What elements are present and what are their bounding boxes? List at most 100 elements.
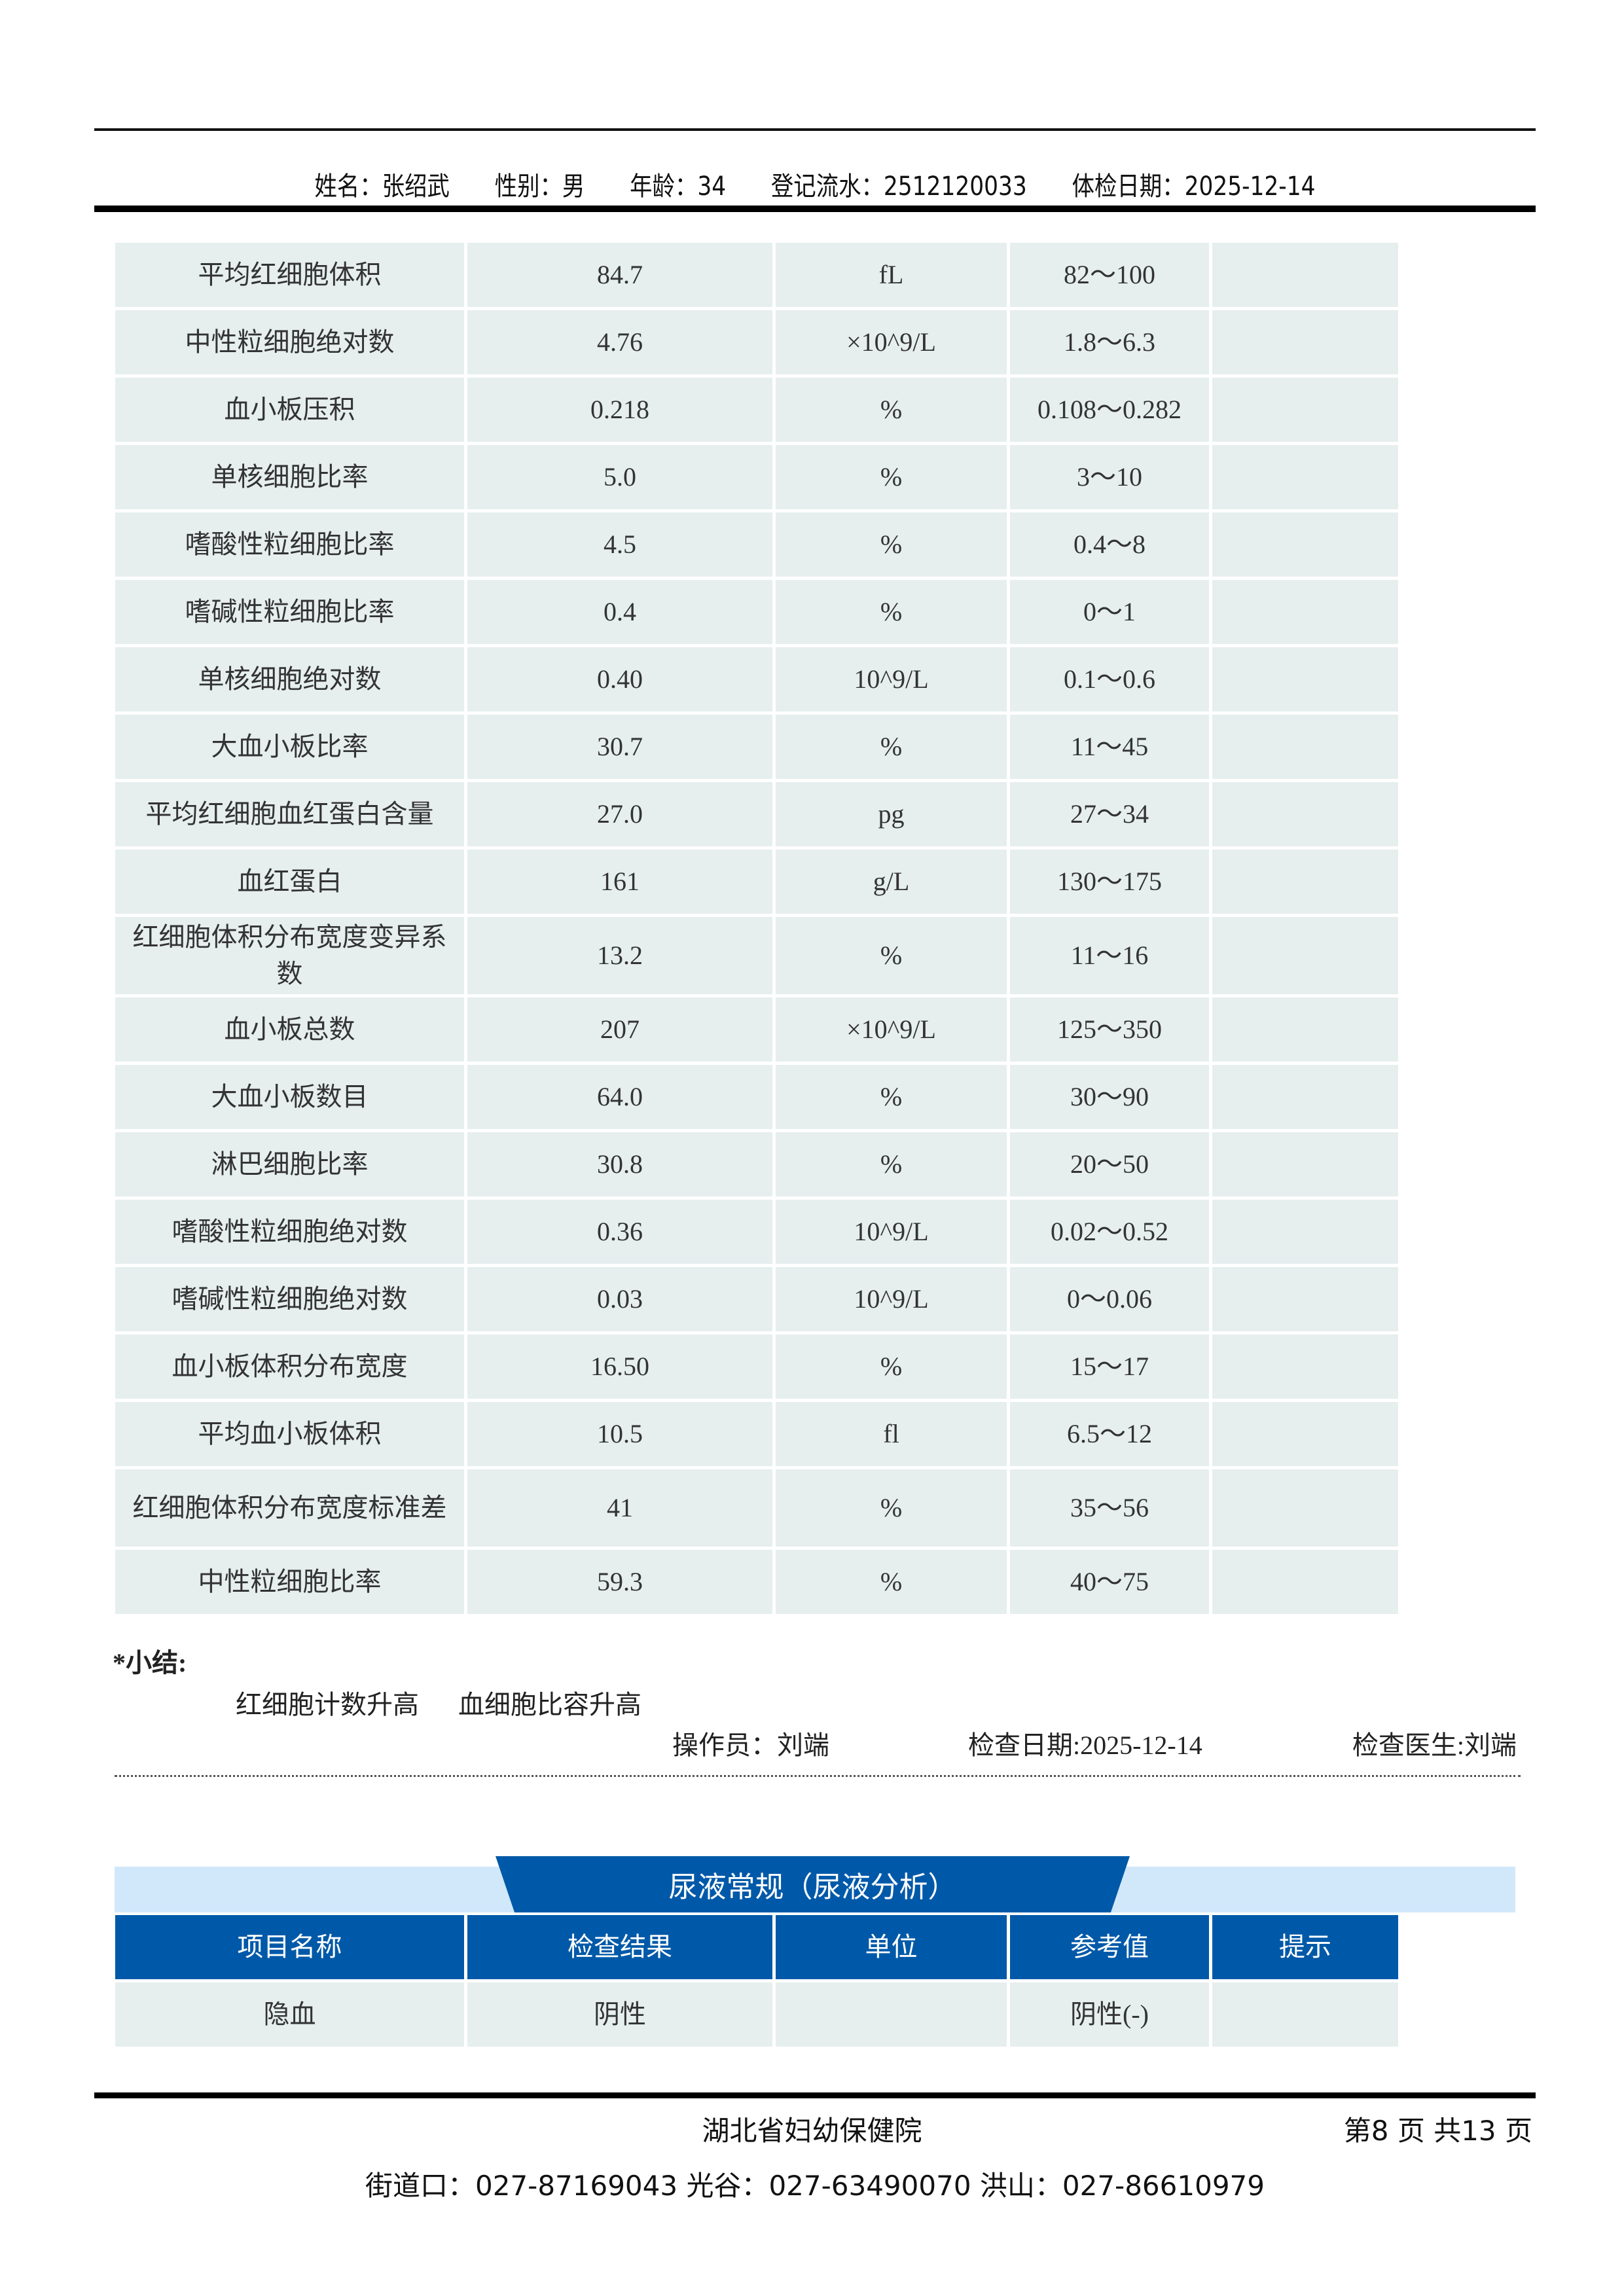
footer-rule [94,2092,1536,2098]
contact-phones: 街道口：027-87169043 光谷：027-63490070 洪山：027-… [365,2170,1265,2202]
patient-gender: 性别：男 [494,171,585,202]
column-header: 项目名称 [115,1915,464,1979]
item-reference: 130～175 [1010,850,1209,914]
item-result: 13.2 [467,917,772,994]
table-row: 大血小板比率 30.7% 11～45 [115,715,1398,779]
table-row: 嗜酸性粒细胞绝对数 0.36 10^9/L 0.02～0.52 [115,1200,1398,1264]
item-name: 血小板体积分布宽度 [115,1335,464,1399]
item-reference: 11～45 [1010,715,1209,779]
item-hint [1212,580,1398,644]
item-unit: 10^9/L [776,647,1007,711]
item-unit: fl [776,1402,1007,1466]
item-result: 0.4 [467,580,772,644]
table-row: 中性粒细胞比率 59.3% 40～75 [115,1550,1398,1614]
item-reference: 35～56 [1010,1469,1209,1547]
dotted-divider [115,1775,1521,1777]
table-row: 血小板体积分布宽度 16.50% 15～17 [115,1335,1398,1399]
item-hint [1212,378,1398,442]
table-row: 淋巴细胞比率 30.8% 20～50 [115,1132,1398,1196]
table-row: 血小板总数 207 ×10^9/L 125～350 [115,997,1398,1062]
item-reference: 1.8～6.3 [1010,310,1209,374]
item-result: 84.7 [467,243,772,307]
item-result: 0.40 [467,647,772,711]
item-result: 5.0 [467,445,772,509]
item-result: 30.8 [467,1132,772,1196]
item-name: 单核细胞比率 [115,445,464,509]
item-result: 59.3 [467,1550,772,1614]
item-reference: 125～350 [1010,997,1209,1062]
table-row: 平均红细胞体积 84.7 fL 82～100 [115,243,1398,307]
header-rule [94,206,1536,212]
item-reference: 30～90 [1010,1065,1209,1129]
item-reference: 0～1 [1010,580,1209,644]
blood-test-table: 平均红细胞体积 84.7 fL 82～100 中性粒细胞绝对数 4.76 ×10^9/L 1.… [112,240,1401,1617]
table-row: 嗜碱性粒细胞绝对数 0.03 10^9/L 0～0.06 [115,1267,1398,1331]
page-number: 第8 页 共13 页 [1343,2115,1532,2147]
table-header-row: 项目名称 检查结果 单位 参考值 提示 [115,1915,1398,1979]
item-name: 嗜碱性粒细胞比率 [115,580,464,644]
item-hint [1212,1065,1398,1129]
check-doctor: 检查医生:刘端 [1352,1731,1517,1760]
item-hint [1212,850,1398,914]
item-name: 红细胞体积分布宽度变异系数 [115,917,464,994]
item-reference: 82～100 [1010,243,1209,307]
item-name: 平均血小板体积 [115,1402,464,1466]
item-unit: % [776,580,1007,644]
item-hint [1212,1469,1398,1547]
table-row: 单核细胞绝对数 0.40 10^9/L 0.1～0.6 [115,647,1398,711]
item-result: 64.0 [467,1065,772,1129]
item-result: 0.218 [467,378,772,442]
patient-info: 姓名：张绍武 性别：男 年龄：34 登记流水：2512120033 体检日期：2… [195,165,1435,204]
summary-items: 红细胞计数升高 血细胞比容升高 [236,1683,674,1721]
item-name: 红细胞体积分布宽度标准差 [115,1469,464,1547]
item-unit: pg [776,782,1007,846]
item-unit: % [776,1469,1007,1547]
item-hint [1212,997,1398,1062]
table-row: 嗜酸性粒细胞比率 4.5% 0.4～8 [115,512,1398,577]
item-name: 嗜酸性粒细胞比率 [115,512,464,577]
item-unit: % [776,1550,1007,1614]
item-name: 血红蛋白 [115,850,464,914]
item-hint [1212,917,1398,994]
item-unit: % [776,1335,1007,1399]
item-hint [1212,1267,1398,1331]
column-header: 检查结果 [467,1915,772,1979]
item-hint [1212,512,1398,577]
item-name: 淋巴细胞比率 [115,1132,464,1196]
table-row: 隐血 阴性 阴性(-) [115,1982,1398,2047]
item-reference: 11～16 [1010,917,1209,994]
item-reference: 40～75 [1010,1550,1209,1614]
item-unit: % [776,512,1007,577]
item-result: 阴性 [467,1982,772,2047]
item-unit: % [776,445,1007,509]
item-name: 中性粒细胞比率 [115,1550,464,1614]
item-hint [1212,782,1398,846]
item-name: 嗜酸性粒细胞绝对数 [115,1200,464,1264]
hospital-name: 湖北省妇幼保健院 [702,2115,922,2147]
exam-date: 体检日期：2025-12-14 [1072,171,1316,202]
item-result: 41 [467,1469,772,1547]
item-unit: % [776,378,1007,442]
item-hint [1212,647,1398,711]
patient-name: 姓名：张绍武 [314,171,450,202]
item-unit: % [776,917,1007,994]
item-unit: % [776,1065,1007,1129]
item-unit: % [776,715,1007,779]
item-name: 中性粒细胞绝对数 [115,310,464,374]
item-unit: g/L [776,850,1007,914]
item-name: 大血小板数目 [115,1065,464,1129]
item-result: 16.50 [467,1335,772,1399]
item-result: 0.36 [467,1200,772,1264]
item-result: 10.5 [467,1402,772,1466]
item-reference: 阴性(-) [1010,1982,1209,2047]
item-hint [1212,445,1398,509]
item-reference: 0.1～0.6 [1010,647,1209,711]
item-reference: 27～34 [1010,782,1209,846]
item-reference: 0.02～0.52 [1010,1200,1209,1264]
table-row: 红细胞体积分布宽度变异系数 13.2% 11～16 [115,917,1398,994]
item-name: 嗜碱性粒细胞绝对数 [115,1267,464,1331]
item-hint [1212,243,1398,307]
section-title: 尿液常规（尿液分析） [496,1856,1130,1912]
item-reference: 3～10 [1010,445,1209,509]
item-unit: fL [776,243,1007,307]
